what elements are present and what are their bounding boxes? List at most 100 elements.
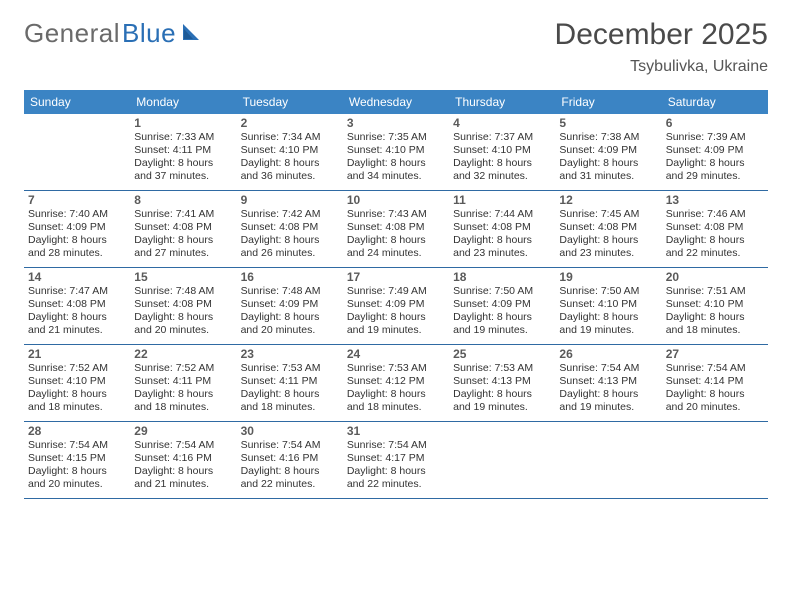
day-cell: [24, 114, 130, 190]
sun-info-line: Sunset: 4:08 PM: [559, 221, 657, 234]
day-cell: 22Sunrise: 7:52 AMSunset: 4:11 PMDayligh…: [130, 345, 236, 421]
day-number: 19: [559, 270, 657, 284]
sun-info-line: and 18 minutes.: [134, 401, 232, 414]
sun-info-line: Sunrise: 7:54 AM: [134, 439, 232, 452]
day-number: 7: [28, 193, 126, 207]
day-cell: 1Sunrise: 7:33 AMSunset: 4:11 PMDaylight…: [130, 114, 236, 190]
day-cell: 24Sunrise: 7:53 AMSunset: 4:12 PMDayligh…: [343, 345, 449, 421]
day-cell: 6Sunrise: 7:39 AMSunset: 4:09 PMDaylight…: [662, 114, 768, 190]
sun-info-line: and 18 minutes.: [28, 401, 126, 414]
day-number: 17: [347, 270, 445, 284]
sun-info-line: Daylight: 8 hours: [28, 465, 126, 478]
day-cell: 7Sunrise: 7:40 AMSunset: 4:09 PMDaylight…: [24, 191, 130, 267]
day-cell: 31Sunrise: 7:54 AMSunset: 4:17 PMDayligh…: [343, 422, 449, 498]
sun-info-line: Sunset: 4:09 PM: [453, 298, 551, 311]
sun-info-line: Sunrise: 7:54 AM: [559, 362, 657, 375]
day-number: 23: [241, 347, 339, 361]
sun-info-line: Sunrise: 7:54 AM: [241, 439, 339, 452]
day-cell: 12Sunrise: 7:45 AMSunset: 4:08 PMDayligh…: [555, 191, 661, 267]
sun-info-line: Daylight: 8 hours: [241, 234, 339, 247]
day-number: 29: [134, 424, 232, 438]
week-row: 1Sunrise: 7:33 AMSunset: 4:11 PMDaylight…: [24, 114, 768, 191]
weekday-header-cell: Saturday: [662, 90, 768, 114]
day-cell: 4Sunrise: 7:37 AMSunset: 4:10 PMDaylight…: [449, 114, 555, 190]
sun-info-line: Daylight: 8 hours: [241, 157, 339, 170]
sun-info-line: Sunrise: 7:40 AM: [28, 208, 126, 221]
day-number: 27: [666, 347, 764, 361]
sun-info-line: Sunset: 4:08 PM: [241, 221, 339, 234]
sun-info-line: Sunset: 4:16 PM: [241, 452, 339, 465]
sun-info-line: Sunset: 4:10 PM: [347, 144, 445, 157]
sun-info-line: Sunset: 4:08 PM: [28, 298, 126, 311]
sun-info-line: and 20 minutes.: [28, 478, 126, 491]
sun-info-line: Sunset: 4:10 PM: [666, 298, 764, 311]
sun-info-line: and 21 minutes.: [134, 478, 232, 491]
sun-info-line: Sunrise: 7:48 AM: [134, 285, 232, 298]
day-number: 9: [241, 193, 339, 207]
month-title: December 2025: [555, 18, 768, 52]
sun-info-line: and 23 minutes.: [559, 247, 657, 260]
sun-info-line: Daylight: 8 hours: [453, 388, 551, 401]
day-number: 15: [134, 270, 232, 284]
sun-info-line: Daylight: 8 hours: [453, 157, 551, 170]
day-number: 24: [347, 347, 445, 361]
sun-info-line: Daylight: 8 hours: [347, 465, 445, 478]
sun-info-line: Sunrise: 7:46 AM: [666, 208, 764, 221]
sun-info-line: and 32 minutes.: [453, 170, 551, 183]
sun-info-line: Daylight: 8 hours: [559, 388, 657, 401]
sun-info-line: Sunrise: 7:33 AM: [134, 131, 232, 144]
weekday-header-cell: Thursday: [449, 90, 555, 114]
day-cell: 5Sunrise: 7:38 AMSunset: 4:09 PMDaylight…: [555, 114, 661, 190]
logo-text-general: General: [24, 18, 120, 49]
day-cell: 15Sunrise: 7:48 AMSunset: 4:08 PMDayligh…: [130, 268, 236, 344]
sun-info-line: Sunrise: 7:53 AM: [241, 362, 339, 375]
sun-info-line: Sunset: 4:11 PM: [134, 144, 232, 157]
sun-info-line: Sunrise: 7:37 AM: [453, 131, 551, 144]
sun-info-line: Sunrise: 7:45 AM: [559, 208, 657, 221]
day-number: 20: [666, 270, 764, 284]
day-cell: 29Sunrise: 7:54 AMSunset: 4:16 PMDayligh…: [130, 422, 236, 498]
day-cell: 16Sunrise: 7:48 AMSunset: 4:09 PMDayligh…: [237, 268, 343, 344]
sun-info-line: Sunset: 4:08 PM: [134, 221, 232, 234]
sun-info-line: and 37 minutes.: [134, 170, 232, 183]
sun-info-line: Daylight: 8 hours: [347, 157, 445, 170]
sun-info-line: and 36 minutes.: [241, 170, 339, 183]
day-number: 11: [453, 193, 551, 207]
sun-info-line: and 19 minutes.: [453, 324, 551, 337]
day-cell: 28Sunrise: 7:54 AMSunset: 4:15 PMDayligh…: [24, 422, 130, 498]
week-row: 28Sunrise: 7:54 AMSunset: 4:15 PMDayligh…: [24, 422, 768, 499]
sun-info-line: Sunset: 4:14 PM: [666, 375, 764, 388]
sun-info-line: Sunset: 4:09 PM: [241, 298, 339, 311]
sun-info-line: Sunset: 4:13 PM: [453, 375, 551, 388]
weekday-header-cell: Sunday: [24, 90, 130, 114]
sun-info-line: and 27 minutes.: [134, 247, 232, 260]
day-number: 8: [134, 193, 232, 207]
day-number: 2: [241, 116, 339, 130]
sun-info-line: Sunrise: 7:53 AM: [347, 362, 445, 375]
sun-info-line: Daylight: 8 hours: [28, 234, 126, 247]
sun-info-line: Daylight: 8 hours: [241, 465, 339, 478]
day-cell: 9Sunrise: 7:42 AMSunset: 4:08 PMDaylight…: [237, 191, 343, 267]
day-cell: 13Sunrise: 7:46 AMSunset: 4:08 PMDayligh…: [662, 191, 768, 267]
sun-info-line: Sunset: 4:08 PM: [347, 221, 445, 234]
sun-info-line: Sunrise: 7:47 AM: [28, 285, 126, 298]
weekday-header-row: SundayMondayTuesdayWednesdayThursdayFrid…: [24, 90, 768, 114]
day-cell: 25Sunrise: 7:53 AMSunset: 4:13 PMDayligh…: [449, 345, 555, 421]
day-number: 6: [666, 116, 764, 130]
sun-info-line: Sunset: 4:11 PM: [134, 375, 232, 388]
day-number: 28: [28, 424, 126, 438]
sun-info-line: and 22 minutes.: [666, 247, 764, 260]
sun-info-line: Sunrise: 7:50 AM: [453, 285, 551, 298]
sun-info-line: Sunrise: 7:35 AM: [347, 131, 445, 144]
sun-info-line: Daylight: 8 hours: [666, 157, 764, 170]
day-cell: 23Sunrise: 7:53 AMSunset: 4:11 PMDayligh…: [237, 345, 343, 421]
sun-info-line: Daylight: 8 hours: [134, 234, 232, 247]
sun-info-line: and 19 minutes.: [453, 401, 551, 414]
week-row: 21Sunrise: 7:52 AMSunset: 4:10 PMDayligh…: [24, 345, 768, 422]
sun-info-line: and 19 minutes.: [559, 401, 657, 414]
sun-info-line: Sunset: 4:15 PM: [28, 452, 126, 465]
day-cell: 2Sunrise: 7:34 AMSunset: 4:10 PMDaylight…: [237, 114, 343, 190]
sun-info-line: and 34 minutes.: [347, 170, 445, 183]
sun-info-line: and 20 minutes.: [241, 324, 339, 337]
sun-info-line: and 22 minutes.: [241, 478, 339, 491]
